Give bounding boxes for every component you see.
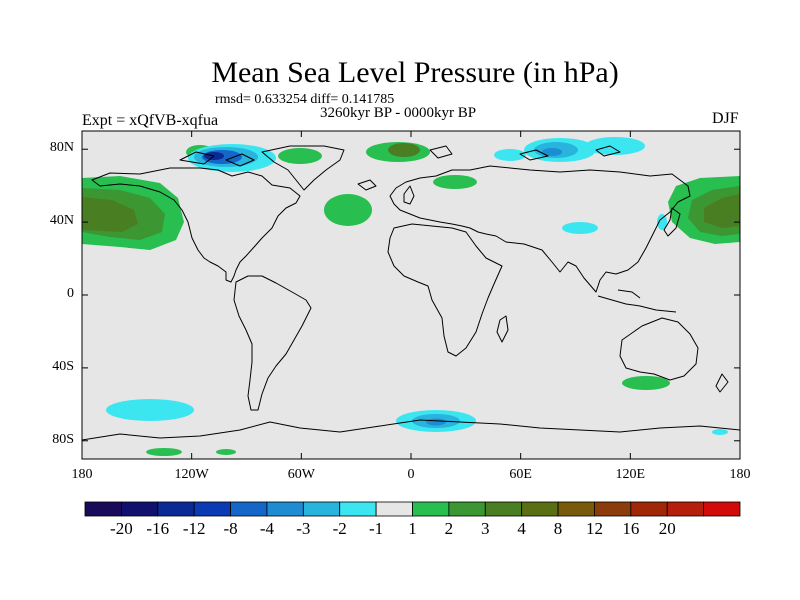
- colorbar-swatch: [266, 501, 304, 517]
- colorbar-label: -2: [332, 519, 347, 538]
- anomaly-antarctic-high-2: [216, 449, 236, 455]
- anomaly-southern-atlantic-low-3: [426, 418, 446, 426]
- colorbar-label: 2: [444, 519, 454, 538]
- colorbar-swatch: [594, 501, 632, 517]
- coast-australia: [619, 317, 699, 381]
- colorbar-label: 12: [585, 519, 603, 538]
- x-tick-label: 180: [729, 467, 751, 482]
- experiment-label: Expt = xQfVB-xqfua: [82, 112, 219, 129]
- colorbar-label: 8: [553, 519, 563, 538]
- x-tick-label: 180: [71, 467, 93, 482]
- colorbar-label: 4: [517, 519, 526, 538]
- x-tick-label: 0: [407, 467, 415, 482]
- anomaly-siberian-low: [585, 137, 645, 155]
- anomaly-antarctic-low-small: [712, 429, 728, 435]
- colorbar-swatch: [84, 501, 122, 517]
- anomaly-arctic-green-4: [433, 175, 477, 189]
- coast-north-america: [91, 167, 301, 283]
- anomaly-north-pacific-east-max: [704, 194, 740, 228]
- period-subtitle: 3260kyr BP - 0000kyr BP: [320, 105, 477, 121]
- colorbar-swatch: [630, 501, 668, 517]
- coastlines: [82, 145, 740, 441]
- coast-indonesia: [597, 289, 677, 313]
- stats-subtitle: rmsd= 0.633254 diff= 0.141785: [215, 92, 395, 107]
- x-tick-label: 120W: [174, 467, 209, 482]
- y-tick-label: 0: [67, 286, 74, 301]
- y-tick-label: 80N: [49, 140, 74, 156]
- colorbar-swatch: [375, 501, 413, 517]
- coast-japan: [663, 207, 681, 237]
- colorbar-swatch: [521, 501, 559, 517]
- anomaly-southern-pacific-low: [106, 399, 194, 421]
- colorbar-label: -12: [182, 519, 206, 538]
- colorbar-label: 1: [408, 519, 417, 538]
- colorbar-label: -1: [369, 519, 384, 538]
- anomaly-field: [82, 137, 740, 456]
- colorbar-label: -3: [296, 519, 311, 538]
- map-background: [82, 131, 740, 459]
- colorbar-label: -20: [110, 519, 133, 538]
- colorbar-swatch: [230, 501, 268, 517]
- coast-arctic-islands: [179, 145, 621, 167]
- anomaly-antarctic-high-1: [146, 448, 182, 456]
- colorbar-swatch: [557, 501, 595, 517]
- colorbar-label: -8: [223, 519, 238, 538]
- coast-british-isles: [403, 185, 415, 205]
- coast-greenland: [261, 145, 345, 191]
- coast-madagascar: [496, 315, 509, 343]
- colorbar-swatch: [703, 501, 741, 517]
- anomaly-eastern-arctic-low-3: [542, 148, 562, 156]
- colorbar-label: 3: [481, 519, 490, 538]
- colorbar-swatch: [193, 501, 231, 517]
- y-tick-label: 40N: [49, 213, 74, 229]
- anomaly-okhotsk-low: [657, 214, 667, 230]
- colorbar-swatch: [120, 501, 159, 517]
- colorbar-label: 20: [658, 519, 676, 538]
- colorbar-swatch: [339, 501, 377, 517]
- anomaly-arctic-green-2: [278, 148, 322, 164]
- y-tick-label: 80S: [52, 431, 74, 447]
- colorbar-label: -4: [259, 519, 275, 538]
- colorbar-swatch: [302, 501, 341, 517]
- colorbar-swatch: [448, 501, 486, 517]
- colorbar-swatch: [157, 501, 195, 517]
- anomaly-central-asia-low: [562, 222, 598, 234]
- coast-eurasia: [389, 165, 691, 293]
- anomaly-bering-low: [494, 149, 526, 161]
- x-tick-label: 60E: [509, 467, 532, 482]
- coast-new-zealand: [715, 373, 729, 393]
- coast-south-america: [233, 275, 312, 411]
- coast-africa: [387, 223, 503, 357]
- x-tick-label: 60W: [287, 467, 315, 482]
- map-title: Mean Sea Level Pressure (in hPa): [211, 56, 619, 89]
- colorbar: [84, 501, 741, 517]
- coast-antarctica: [82, 419, 740, 441]
- colorbar-swatch: [412, 501, 450, 517]
- season-label: DJF: [712, 110, 739, 127]
- x-tick-label: 120E: [615, 467, 646, 482]
- colorbar-swatch: [666, 501, 705, 517]
- colorbar-label: 16: [622, 519, 640, 538]
- anomaly-north-atlantic: [324, 194, 372, 226]
- anomaly-southern-indian-high: [622, 376, 670, 390]
- y-tick-label: 40S: [52, 358, 74, 374]
- coast-iceland: [357, 179, 377, 191]
- colorbar-swatch: [484, 501, 523, 517]
- anomaly-north-pacific-west-max: [82, 197, 138, 232]
- axis-ticks: [81, 131, 741, 459]
- colorbar-label: -16: [146, 519, 170, 538]
- anomaly-arctic-olive: [388, 143, 420, 157]
